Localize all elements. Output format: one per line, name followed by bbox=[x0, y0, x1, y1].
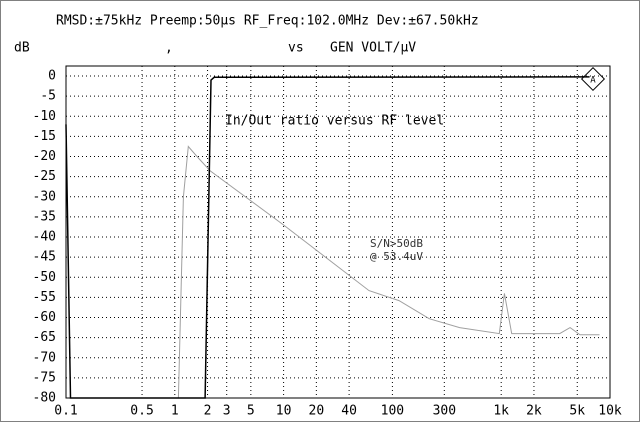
y-tick-label: -70 bbox=[33, 350, 56, 365]
y-tick-label: -40 bbox=[33, 230, 56, 245]
x-tick-label: 40 bbox=[341, 404, 357, 419]
y-tick-label: -50 bbox=[33, 270, 56, 285]
y-tick-label: -5 bbox=[40, 89, 56, 104]
x-tick-label: 10 bbox=[276, 404, 292, 419]
y-tick-label: -15 bbox=[33, 129, 56, 144]
y-tick-label: -10 bbox=[33, 109, 56, 124]
x-tick-label: 20 bbox=[309, 404, 325, 419]
data-line bbox=[65, 76, 590, 399]
y-tick-label: -25 bbox=[33, 169, 56, 184]
x-tick-label: 5 bbox=[247, 404, 255, 419]
y-tick-label: -35 bbox=[33, 209, 56, 224]
x-tick-label: 2 bbox=[204, 404, 212, 419]
annotation: S/N>50dB bbox=[370, 237, 423, 250]
x-tick-label: 2k bbox=[526, 404, 542, 419]
annotation: , bbox=[165, 41, 173, 56]
y-axis-label: dB bbox=[14, 41, 30, 56]
y-tick-label: -45 bbox=[33, 250, 56, 265]
x-tick-label: 3 bbox=[223, 404, 231, 419]
y-tick-label: -55 bbox=[33, 290, 56, 305]
annotation: @ 53.4uV bbox=[370, 250, 423, 263]
x-tick-label: 5k bbox=[569, 404, 585, 419]
data-line bbox=[177, 145, 600, 399]
x-tick-label: 0.1 bbox=[54, 404, 77, 419]
x-tick-label: 1k bbox=[493, 404, 509, 419]
annotation: vs bbox=[288, 41, 304, 56]
y-tick-label: -65 bbox=[33, 330, 56, 345]
x-tick-label: 0.5 bbox=[130, 404, 153, 419]
chart-title: RMSD:±75kHz Preemp:50μs RF_Freq:102.0MHz… bbox=[56, 14, 479, 29]
y-tick-label: -75 bbox=[33, 370, 56, 385]
x-tick-label: 300 bbox=[433, 404, 456, 419]
svg-text:A: A bbox=[590, 76, 596, 86]
x-tick-label: 10k bbox=[598, 404, 622, 419]
x-tick-label: 100 bbox=[381, 404, 404, 419]
y-tick-label: 0 bbox=[48, 69, 56, 84]
y-tick-label: -20 bbox=[33, 149, 56, 164]
y-tick-label: -80 bbox=[33, 391, 56, 406]
y-tick-label: -60 bbox=[33, 310, 56, 325]
annotation: In/Out ratio versus RF level bbox=[225, 114, 444, 129]
plot-frame bbox=[65, 65, 611, 399]
y-tick-label: -30 bbox=[33, 189, 56, 204]
x-tick-label: 1 bbox=[171, 404, 179, 419]
x-axis-label: GEN VOLT/μV bbox=[330, 41, 416, 56]
corner-icon: A bbox=[580, 66, 606, 92]
